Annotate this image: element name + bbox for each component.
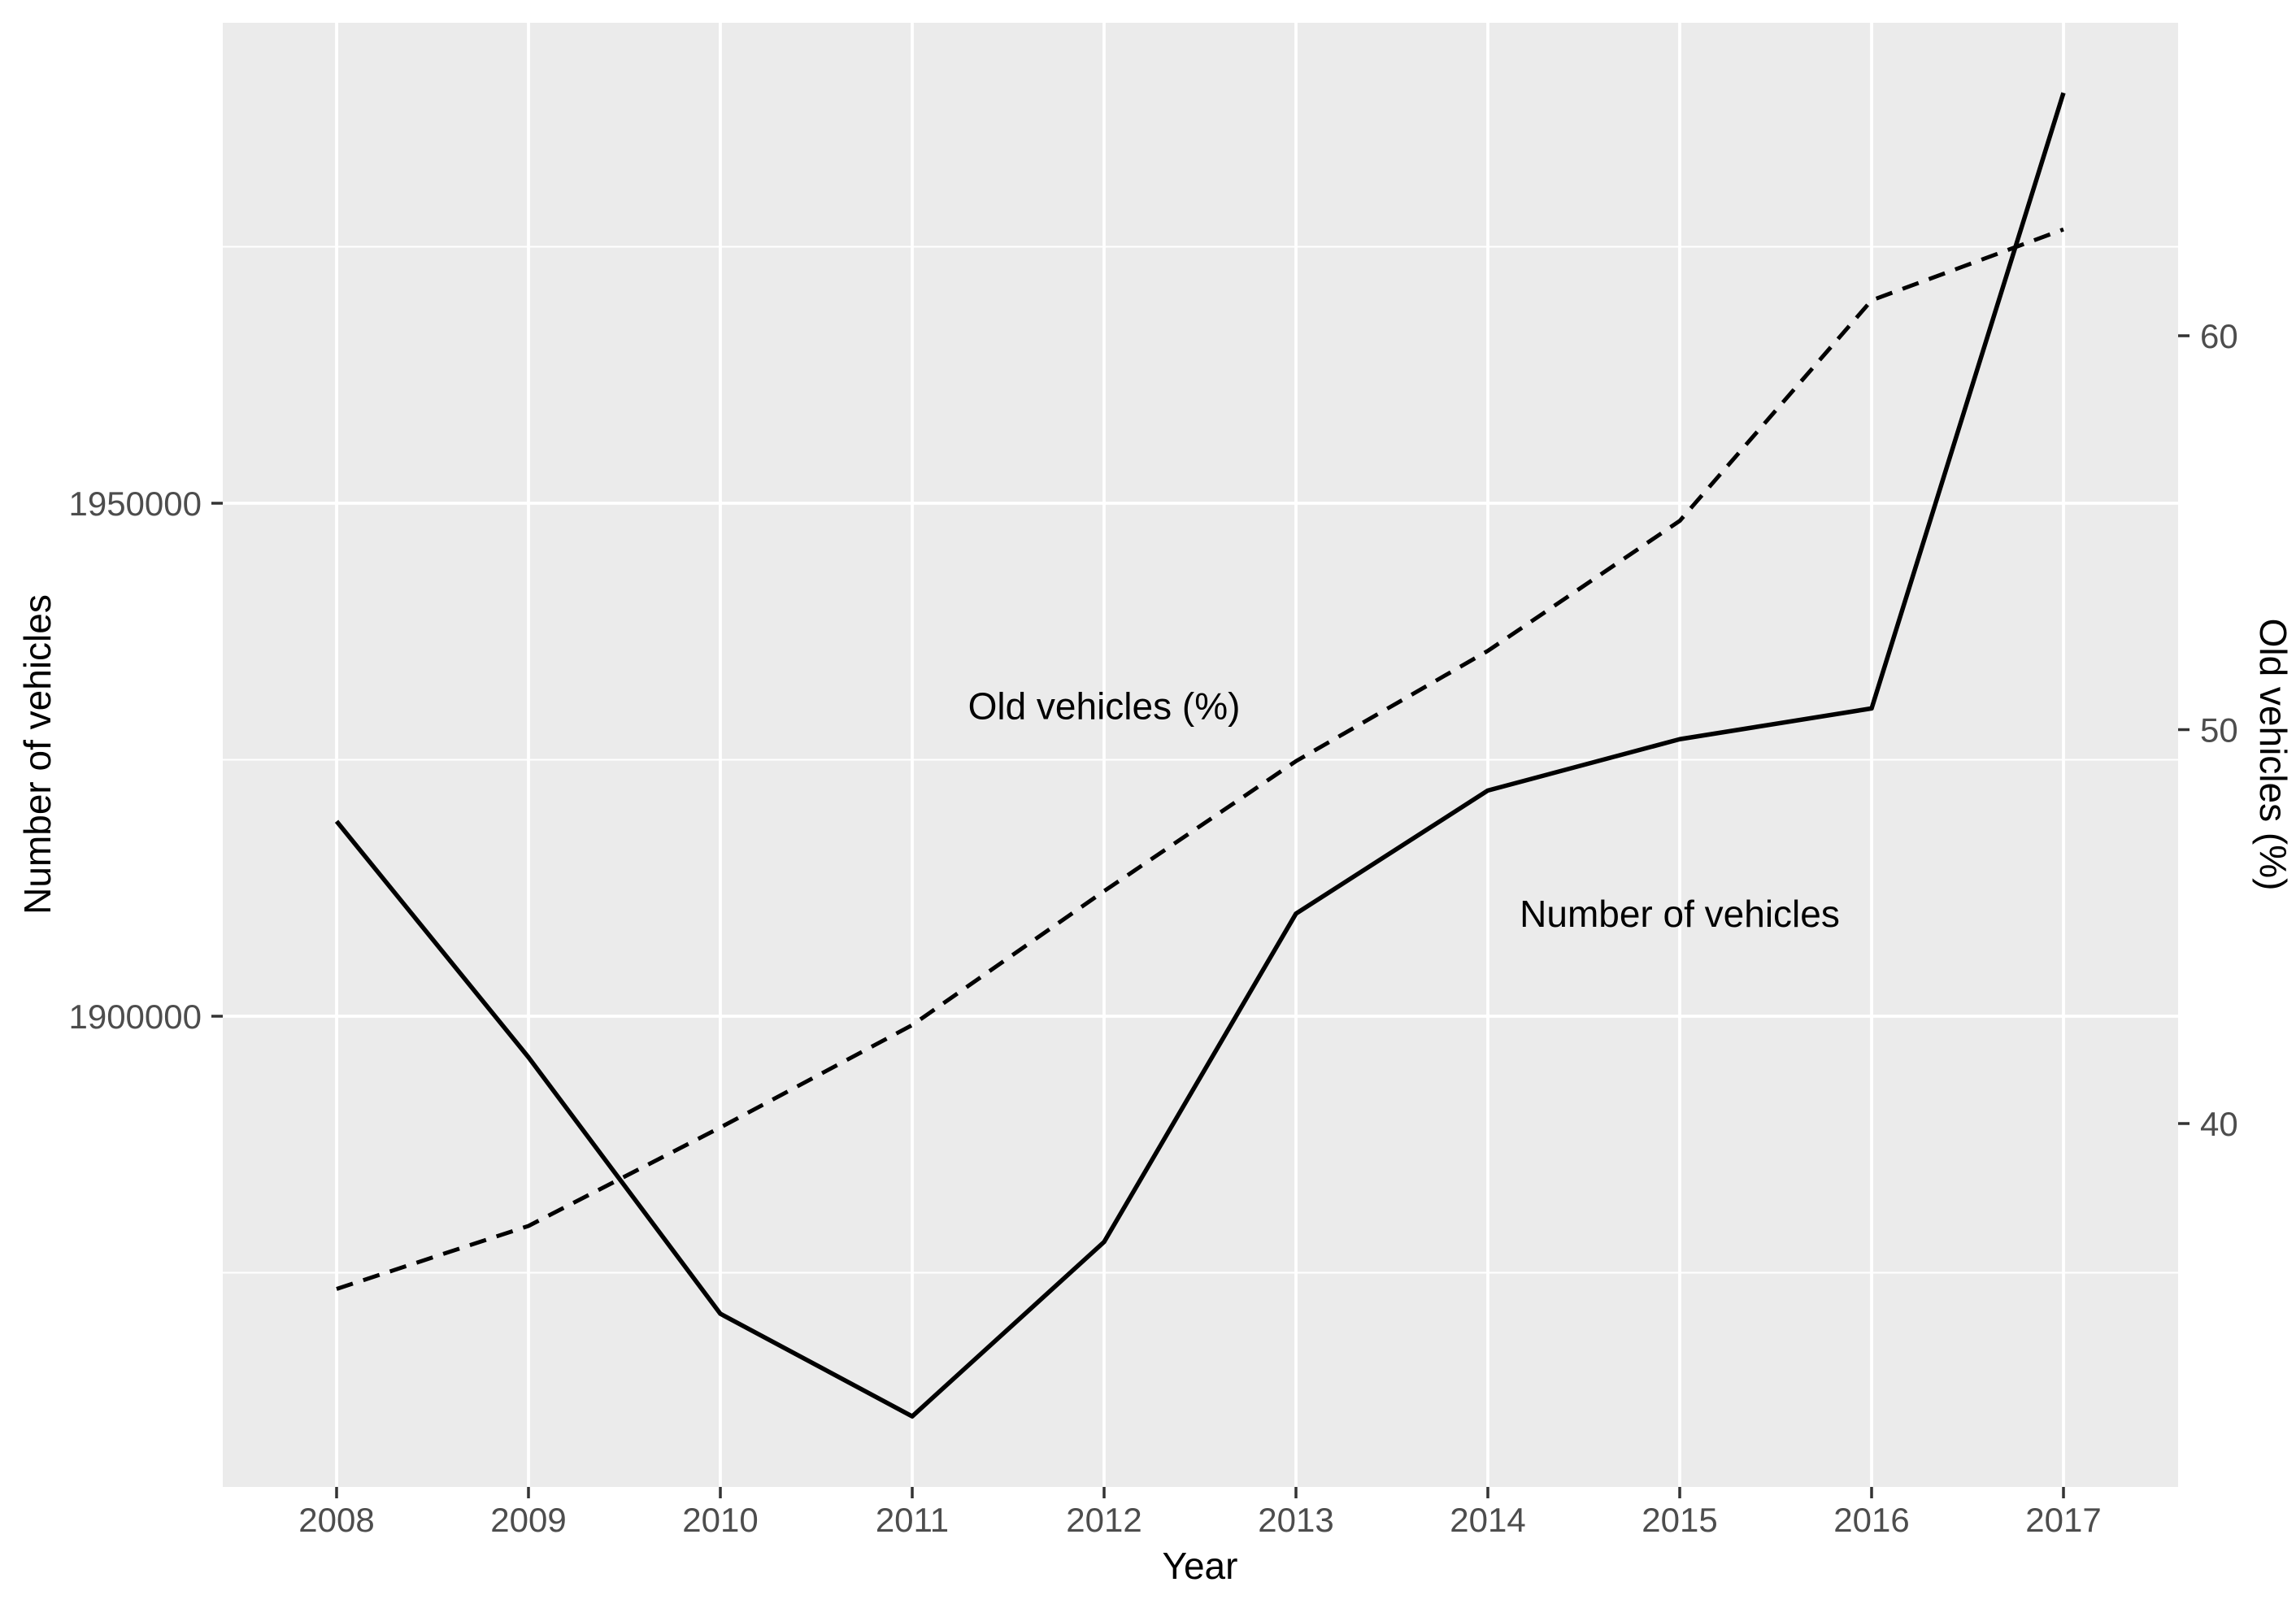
y-tick-label-right-40: 40: [2200, 1105, 2238, 1143]
x-axis-title: Year: [1163, 1545, 1238, 1587]
line-annotations: Old vehicles (%) Number of vehicles: [968, 685, 1840, 934]
y-axis-title-left: Number of vehicles: [16, 594, 59, 915]
minor-gridlines: [223, 246, 2178, 1274]
data-lines: [334, 92, 2066, 1419]
y-tick-label-right-50: 50: [2200, 711, 2238, 750]
x-tick-label-2012: 2012: [1066, 1501, 1141, 1539]
y-tick-label-right-60: 60: [2200, 317, 2238, 355]
y-axis-title-right: Old vehicles (%): [2252, 619, 2294, 891]
y-tick-label-left-1900000: 1900000: [68, 998, 202, 1036]
axis-ticks: [211, 334, 2189, 1498]
plot-panel: [223, 23, 2178, 1487]
annotation-old-vehicles: Old vehicles (%): [968, 685, 1241, 727]
x-tick-label-2010: 2010: [682, 1501, 758, 1539]
x-tick-label-2015: 2015: [1642, 1501, 1717, 1539]
series-line-old-vehicles: [336, 227, 2064, 1291]
x-tick-label-2014: 2014: [1450, 1501, 1525, 1539]
x-tick-label-2016: 2016: [1833, 1501, 1909, 1539]
axis-tick-labels: 2008 2009 2010 2011 2012 2013 2014 2015 2016 2017…: [68, 317, 2237, 1539]
x-tick-label-2008: 2008: [298, 1501, 374, 1539]
annotation-number-of-vehicles: Number of vehicles: [1520, 893, 1840, 935]
x-tick-label-2017: 2017: [2025, 1501, 2101, 1539]
x-tick-label-2009: 2009: [490, 1501, 566, 1539]
y-tick-label-left-1950000: 1950000: [68, 485, 202, 523]
x-tick-label-2011: 2011: [876, 1501, 949, 1539]
x-tick-label-2013: 2013: [1258, 1501, 1333, 1539]
series-line-number-of-vehicles: [334, 92, 2066, 1419]
major-gridlines: [223, 23, 2178, 1487]
